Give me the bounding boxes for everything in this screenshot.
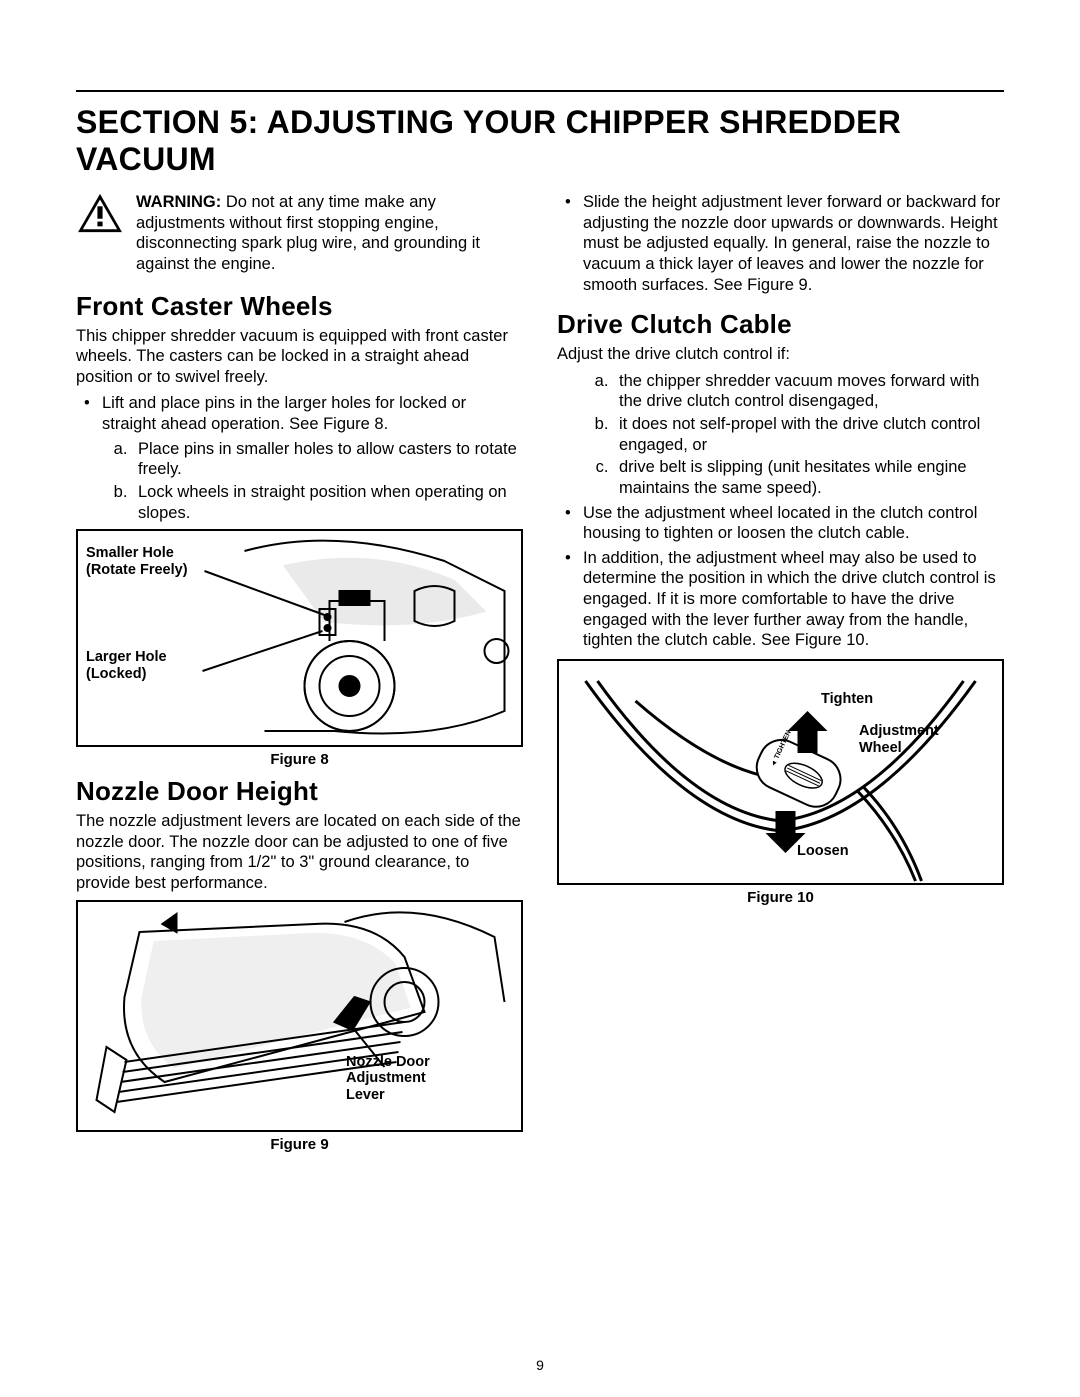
bullets-caster: Lift and place pins in the larger holes …: [76, 393, 523, 434]
figure-10-svg: ◄ TIGHTEN: [559, 661, 1002, 883]
fig9-label: Nozzle Door Adjustment Lever: [346, 1054, 430, 1104]
left-column: WARNING: Do not at any time make any adj…: [76, 192, 523, 1159]
fig8-label-smaller: Smaller Hole (Rotate Freely): [86, 545, 188, 578]
alpha-caster-a: Place pins in smaller holes to allow cas…: [132, 439, 523, 480]
figure-9-box: Nozzle Door Adjustment Lever: [76, 900, 523, 1132]
page-number: 9: [0, 1357, 1080, 1373]
figure-8-box: Smaller Hole (Rotate Freely) Larger Hole…: [76, 529, 523, 747]
figure-9-svg: [78, 902, 521, 1130]
alpha-clutch-a: the chipper shredder vacuum moves forwar…: [613, 371, 1004, 412]
alpha-clutch: the chipper shredder vacuum moves forwar…: [557, 371, 1004, 499]
warning-triangle-icon: [76, 192, 124, 234]
fig10-label-adj: Adjustment Wheel: [859, 723, 939, 756]
figure-10-caption: Figure 10: [557, 889, 1004, 906]
fig8-label-larger: Larger Hole (Locked): [86, 649, 167, 682]
rule-top: [76, 90, 1004, 92]
para-caster-intro: This chipper shredder vacuum is equipped…: [76, 326, 523, 388]
right-column: Slide the height adjustment lever forwar…: [557, 192, 1004, 1159]
fig10-label-loosen: Loosen: [797, 843, 849, 860]
bullet-slide-lever: Slide the height adjustment lever forwar…: [583, 192, 1004, 295]
bullet-clutch-1: Use the adjustment wheel located in the …: [583, 503, 1004, 544]
alpha-clutch-b: it does not self-propel with the drive c…: [613, 414, 1004, 455]
warning-text: WARNING: Do not at any time make any adj…: [136, 192, 523, 275]
heading-drive-clutch: Drive Clutch Cable: [557, 309, 1004, 340]
bullets-top-right: Slide the height adjustment lever forwar…: [557, 192, 1004, 295]
bullets-clutch: Use the adjustment wheel located in the …: [557, 503, 1004, 651]
heading-nozzle: Nozzle Door Height: [76, 776, 523, 807]
alpha-clutch-c: drive belt is slipping (unit hesitates w…: [613, 457, 1004, 498]
bullet-clutch-2: In addition, the adjustment wheel may al…: [583, 548, 1004, 651]
bullet-caster-1: Lift and place pins in the larger holes …: [102, 393, 523, 434]
figure-10-box: ◄ TIGHTEN Tighten Adjustment Wheel Loose…: [557, 659, 1004, 885]
figure-9-caption: Figure 9: [76, 1136, 523, 1153]
section-title: SECTION 5: ADJUSTING YOUR CHIPPER SHREDD…: [76, 104, 1004, 178]
alpha-caster: Place pins in smaller holes to allow cas…: [76, 439, 523, 524]
figure-8-caption: Figure 8: [76, 751, 523, 768]
para-clutch-intro: Adjust the drive clutch control if:: [557, 344, 1004, 365]
para-nozzle: The nozzle adjustment levers are located…: [76, 811, 523, 894]
warning-label: WARNING:: [136, 193, 221, 211]
alpha-caster-b: Lock wheels in straight position when op…: [132, 482, 523, 523]
two-column-layout: WARNING: Do not at any time make any adj…: [76, 192, 1004, 1159]
fig10-label-tighten: Tighten: [821, 691, 873, 708]
warning-block: WARNING: Do not at any time make any adj…: [76, 192, 523, 275]
heading-front-caster: Front Caster Wheels: [76, 291, 523, 322]
